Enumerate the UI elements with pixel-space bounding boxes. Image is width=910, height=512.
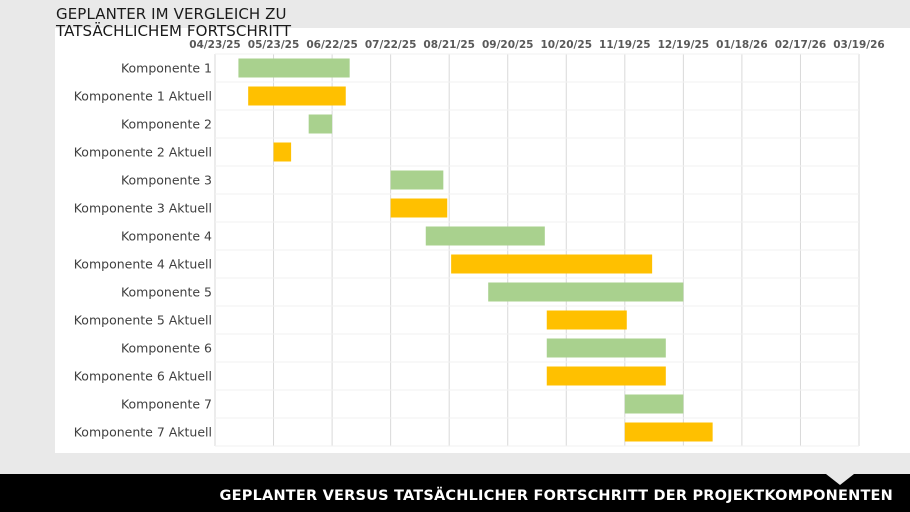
- tick-label-2: 06/22/25: [306, 39, 358, 51]
- row-label-10: Komponente 5 Aktuell: [74, 313, 212, 328]
- row-label-4: Komponente 2 Aktuell: [74, 145, 212, 160]
- actual-bar-8: [451, 254, 653, 274]
- tick-label-6: 10/20/25: [541, 39, 593, 51]
- tick-label-5: 09/20/25: [482, 39, 534, 51]
- actual-bar-12: [546, 366, 666, 386]
- planned-bar-3: [308, 114, 333, 134]
- row-label-7: Komponente 4: [121, 229, 212, 244]
- planned-bar-13: [624, 394, 684, 414]
- tick-label-7: 11/19/25: [599, 39, 651, 51]
- tick-label-8: 12/19/25: [658, 39, 710, 51]
- actual-bar-4: [273, 142, 292, 162]
- row-label-1: Komponente 1: [121, 61, 212, 76]
- row-label-12: Komponente 6 Aktuell: [74, 369, 212, 384]
- row-label-13: Komponente 7: [121, 397, 212, 412]
- row-label-6: Komponente 3 Aktuell: [74, 201, 212, 216]
- actual-bar-2: [248, 86, 346, 106]
- row-label-9: Komponente 5: [121, 285, 212, 300]
- footer-title: GEPLANTER VERSUS TATSÄCHLICHER FORTSCHRI…: [219, 488, 893, 504]
- tick-label-10: 02/17/26: [775, 39, 827, 51]
- tick-label-3: 07/22/25: [365, 39, 417, 51]
- row-label-8: Komponente 4 Aktuell: [74, 257, 212, 272]
- planned-bar-1: [238, 58, 350, 78]
- tick-label-4: 08/21/25: [423, 39, 475, 51]
- row-label-3: Komponente 2: [121, 117, 212, 132]
- footer-notch: [826, 474, 854, 485]
- row-label-14: Komponente 7 Aktuell: [74, 425, 212, 440]
- row-label-5: Komponente 3: [121, 173, 212, 188]
- planned-bar-5: [390, 170, 444, 190]
- row-label-11: Komponente 6: [121, 341, 212, 356]
- footer-bar: [0, 474, 910, 512]
- row-label-2: Komponente 1 Aktuell: [74, 89, 212, 104]
- planned-bar-9: [488, 282, 684, 302]
- actual-bar-14: [624, 422, 713, 442]
- actual-bar-6: [390, 198, 448, 218]
- tick-label-11: 03/19/26: [833, 39, 885, 51]
- tick-label-0: 04/23/25: [189, 39, 241, 51]
- planned-bar-11: [546, 338, 666, 358]
- chart-title: GEPLANTER IM VERGLEICH ZU TATSÄCHLICHEM …: [56, 5, 292, 40]
- actual-bar-10: [546, 310, 627, 330]
- planned-bar-7: [425, 226, 545, 246]
- tick-label-1: 05/23/25: [248, 39, 300, 51]
- tick-label-9: 01/18/26: [716, 39, 768, 51]
